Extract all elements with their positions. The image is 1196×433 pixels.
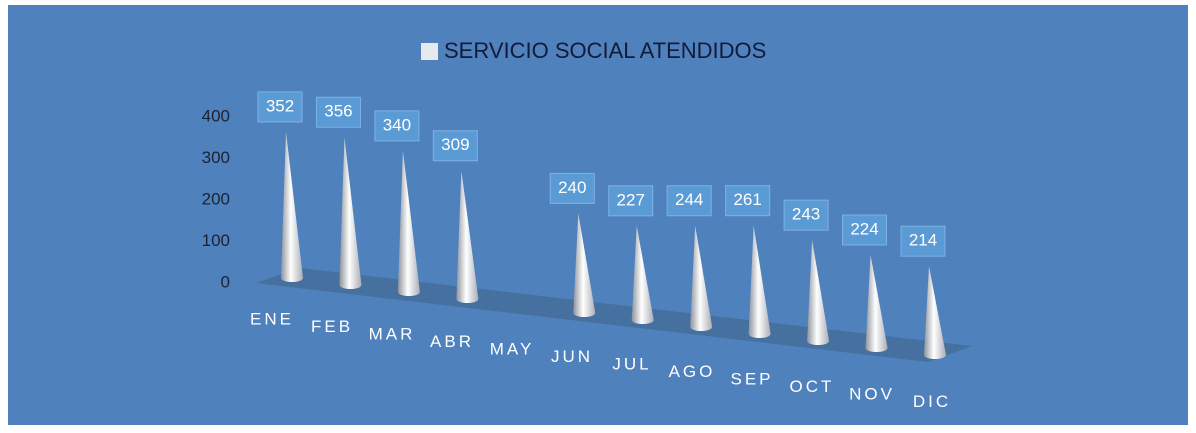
value-label: 240 [558,178,586,197]
cone [281,131,303,282]
cone [339,137,362,289]
cone [456,170,479,303]
y-tick-label: 200 [202,189,230,208]
x-tick-label: AGO [669,362,716,381]
cone-body [865,255,888,352]
y-tick-label: 300 [202,148,230,167]
value-label-box [257,91,303,123]
cone [397,150,420,296]
cone [807,240,830,345]
cone-body [281,131,303,282]
x-tick-label: OCT [790,377,835,396]
value-label: 214 [909,231,937,250]
value-label: 244 [675,190,703,209]
value-label-box [432,130,478,162]
cone-body [690,225,713,331]
value-label-box [608,185,654,217]
cone-body [807,240,830,345]
x-tick-label: JUL [612,354,651,373]
value-label: 227 [617,190,645,209]
value-label: 243 [792,205,820,224]
legend-label: SERVICIO SOCIAL ATENDIDOS [444,38,766,63]
plot-background [8,5,1188,425]
cone [924,266,946,359]
value-label: 340 [383,115,411,134]
x-tick-label: ENE [250,309,294,328]
value-label-box [315,96,361,128]
x-tick-label: DIC [913,392,951,411]
value-label: 224 [850,220,878,239]
x-tick-label: NOV [849,384,895,403]
value-label-box [725,185,771,217]
legend-swatch [421,43,438,60]
cone [573,213,596,317]
cone-body [397,150,420,296]
cone-body [748,225,771,338]
value-label-box [666,185,712,217]
value-label-box [549,172,595,204]
cone [690,225,713,331]
value-label-box [783,199,829,231]
value-label-box [374,110,420,142]
y-tick-label: 0 [221,272,230,291]
cone-body [456,170,479,303]
x-tick-label: JUN [551,347,593,366]
y-tick-label: 100 [202,231,230,250]
x-tick-label: FEB [311,317,353,336]
value-label-box [842,214,888,246]
x-tick-label: ABR [430,332,474,351]
value-label: 356 [324,102,352,121]
cone [748,225,771,338]
cone-body [339,137,362,289]
value-label-box [900,225,946,257]
x-tick-label: MAR [369,324,416,343]
cone-body [631,225,654,324]
floor [256,268,972,362]
x-tick-label: SEP [730,369,773,388]
x-tick-label: MAY [490,339,535,358]
cone [631,225,654,324]
value-label: 261 [733,190,761,209]
cone-body [573,213,596,317]
value-label: 309 [441,135,469,154]
value-label: 352 [266,96,294,115]
y-tick-label: 400 [202,106,230,125]
cone [865,255,888,352]
cone-body [924,266,946,359]
